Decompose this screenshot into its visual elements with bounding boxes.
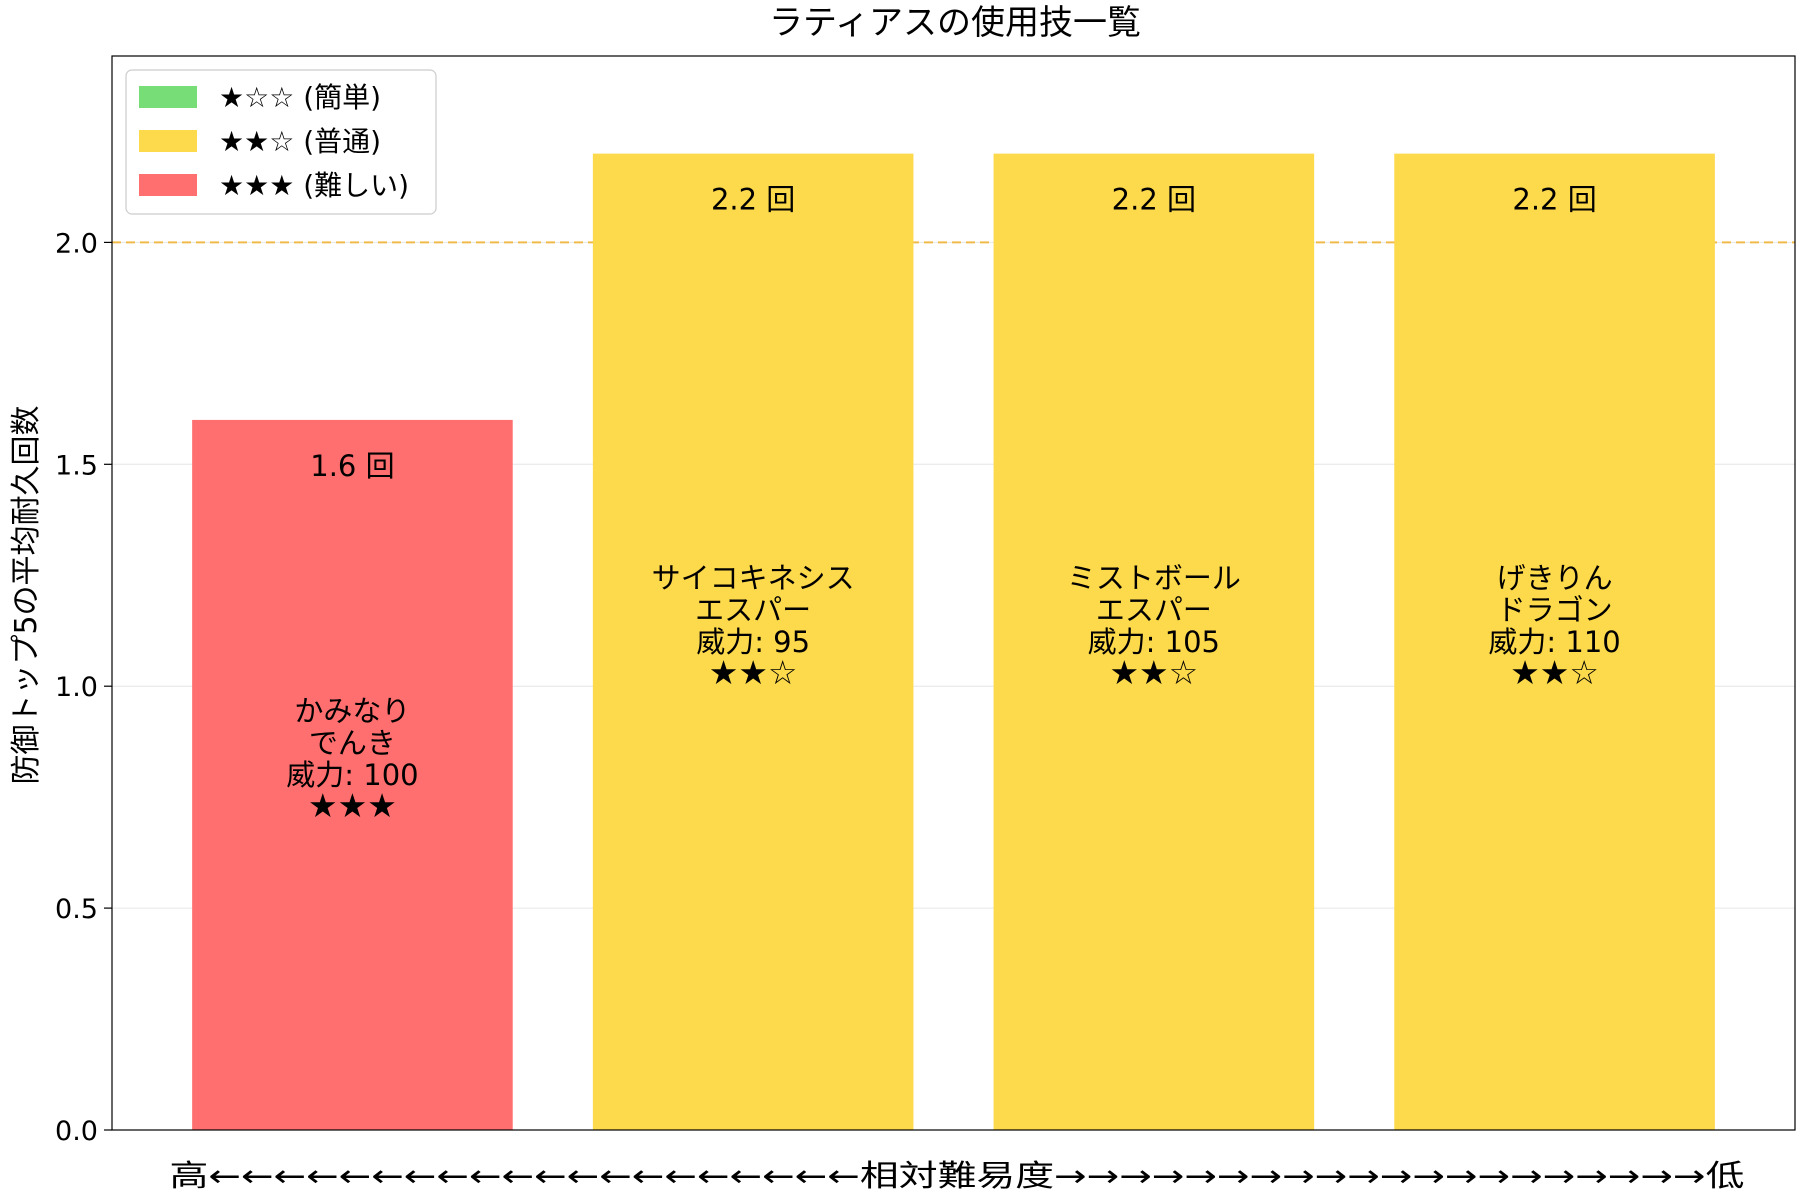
- bar-value-label: 1.6 回: [310, 449, 394, 483]
- x-axis-label: 高←←←←←←←←←←←←←←←←←←←←相対難易度→→→→→→→→→→→→→→…: [170, 1159, 1745, 1194]
- bar-annotation-line: げきりん: [1497, 561, 1613, 595]
- y-axis-label: 防御トップ5の平均耐久回数: [9, 405, 44, 784]
- legend-label: ★☆☆ (簡単): [219, 81, 381, 114]
- y-axis: 0.0 0.5 1.0 1.5 2.0: [55, 228, 112, 1147]
- bar-annotation-line: エスパー: [1096, 593, 1212, 627]
- legend-swatch: [139, 86, 197, 108]
- bar-difficulty-stars: ★★☆: [1109, 653, 1198, 692]
- legend-swatch: [139, 130, 197, 152]
- y-tick-label: 0.5: [55, 894, 98, 925]
- bar-annotation-line: ミストボール: [1067, 561, 1241, 595]
- y-tick-label: 2.0: [55, 228, 98, 259]
- bar-annotation-line: 威力: 110: [1488, 625, 1620, 659]
- bar-difficulty-stars: ★★☆: [709, 653, 798, 692]
- chart-title: ラティアスの使用技一覧: [769, 3, 1141, 43]
- legend-label: ★★★ (難しい): [219, 169, 409, 202]
- bar-annotation-line: かみなり: [294, 694, 410, 728]
- legend: ★☆☆ (簡単) ★★☆ (普通) ★★★ (難しい): [125, 69, 437, 215]
- y-tick-label: 1.5: [55, 450, 98, 481]
- bar: [592, 153, 914, 1131]
- bar-value-label: 2.2 回: [1112, 183, 1196, 217]
- plot-frame: [111, 55, 1796, 1131]
- bar-annotation-line: 威力: 95: [696, 625, 810, 659]
- y-tick-label: 0.0: [55, 1116, 98, 1147]
- bar-annotation-line: サイコキネシス: [652, 561, 855, 595]
- bar-value-label: 2.2 回: [1512, 183, 1596, 217]
- bar-annotation-line: 威力: 100: [286, 758, 418, 792]
- bar-annotation-line: ドラゴン: [1497, 593, 1613, 627]
- bar-annotation-line: エスパー: [695, 593, 811, 627]
- bar-annotation-line: でんき: [309, 726, 396, 760]
- bar-difficulty-stars: ★★☆: [1510, 653, 1599, 692]
- bar: [192, 419, 513, 1130]
- legend-label: ★★☆ (普通): [219, 125, 381, 158]
- bar: [1394, 153, 1715, 1131]
- bar-annotation-line: 威力: 105: [1088, 625, 1220, 659]
- legend-swatch: [139, 174, 197, 196]
- bar-value-label: 2.2 回: [711, 183, 795, 217]
- legend-box: [125, 69, 437, 215]
- bar-difficulty-stars: ★★★: [308, 786, 397, 825]
- y-tick-label: 1.0: [55, 672, 98, 703]
- bar: [993, 153, 1315, 1131]
